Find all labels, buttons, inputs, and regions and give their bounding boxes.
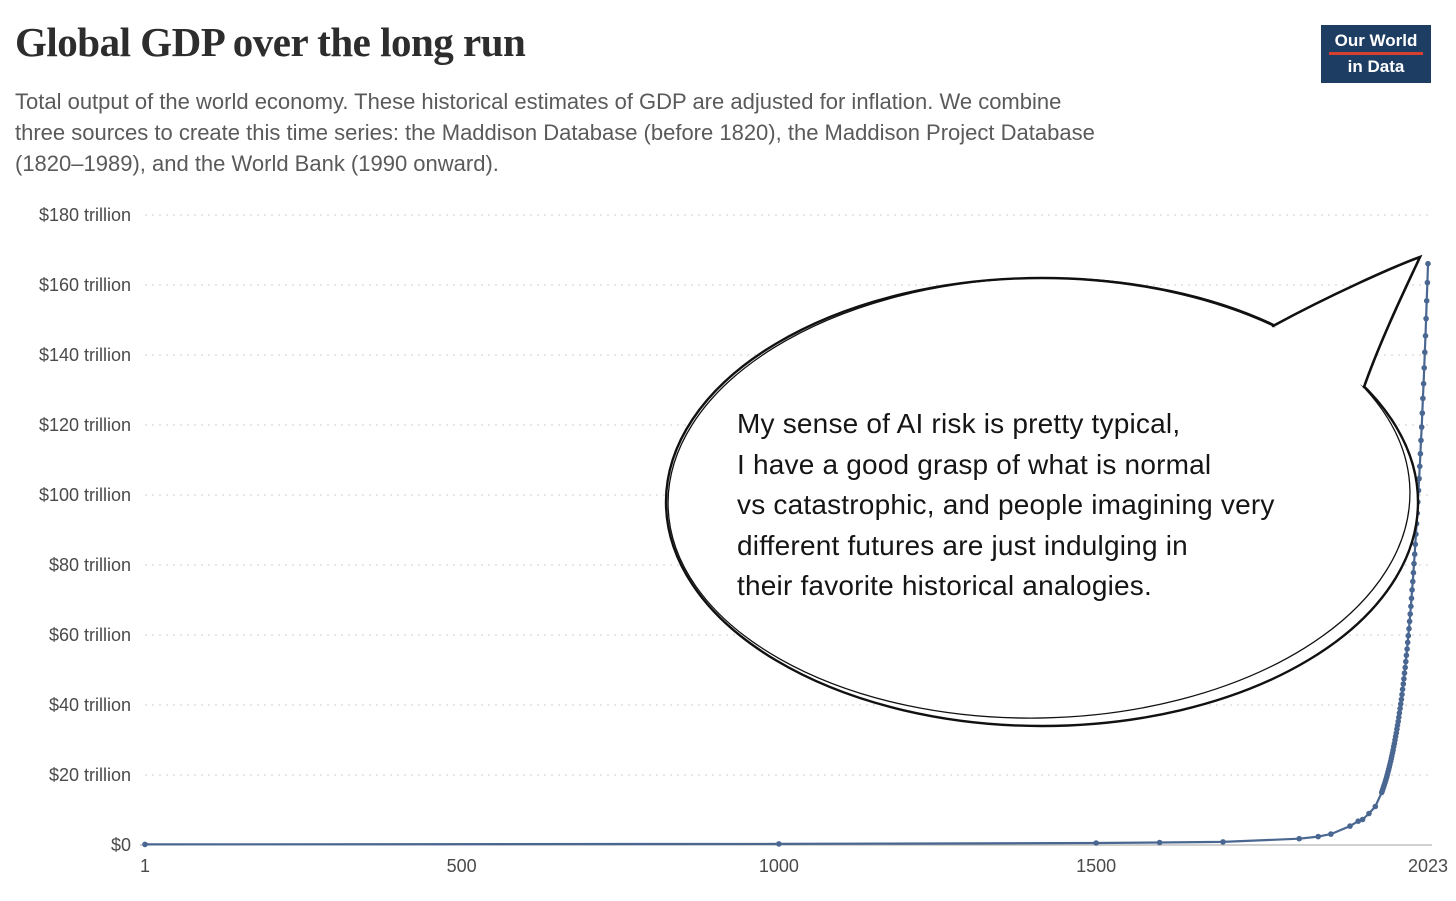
annotation-line: different futures are just indulging in (737, 529, 1188, 561)
chart-subtitle: Total output of the world economy. These… (15, 86, 1095, 179)
owid-logo: Our World in Data (1321, 25, 1431, 83)
annotation-line: their favorite historical analogies. (737, 570, 1152, 601)
y-tick-label: $40 trillion (48, 695, 131, 715)
subtitle-line: Total output of the world economy. These… (15, 89, 1062, 114)
x-tick-label: 1500 (1076, 856, 1117, 876)
annotation-line: vs catastrophic, and people imagining ve… (737, 489, 1275, 520)
subtitle-line: (1820–1989), and the World Bank (1990 on… (15, 151, 499, 176)
y-tick-label: $20 trillion (48, 765, 131, 785)
y-tick-label: $0 (110, 835, 131, 855)
x-tick-label: 500 (446, 856, 477, 876)
owid-logo-line2: in Data (1347, 57, 1405, 76)
y-tick-label: $140 trillion (38, 345, 131, 365)
speech-bubble-tail (1273, 257, 1420, 387)
y-tick-label: $180 trillion (38, 205, 131, 225)
x-tick-label: 1000 (758, 856, 799, 876)
x-tick-label: 1 (139, 856, 151, 876)
annotation-line: I have a good grasp of what is normal (737, 448, 1212, 480)
logo-red-bar (1329, 52, 1423, 55)
y-tick-label: $80 trillion (48, 555, 131, 575)
speech-bubble-sketch-line (667, 277, 1411, 719)
owid-logo-line1: Our World (1334, 31, 1418, 50)
speech-bubble (664, 254, 1423, 728)
y-tick-label: $120 trillion (38, 415, 131, 435)
annotation-text: My sense of AI risk is pretty typical, I… (737, 404, 1275, 607)
speech-bubble-tail-stroke (1271, 254, 1423, 389)
page-title: Global GDP over the long run (15, 19, 526, 65)
y-tick-label: $160 trillion (38, 275, 131, 295)
annotation-line: My sense of AI risk is pretty typical, (737, 408, 1181, 439)
y-tick-label: $100 trillion (38, 485, 131, 505)
subtitle-line: three sources to create this time series… (15, 120, 1095, 145)
x-tick-label: 2023 (1407, 856, 1449, 876)
y-tick-label: $60 trillion (48, 625, 131, 645)
